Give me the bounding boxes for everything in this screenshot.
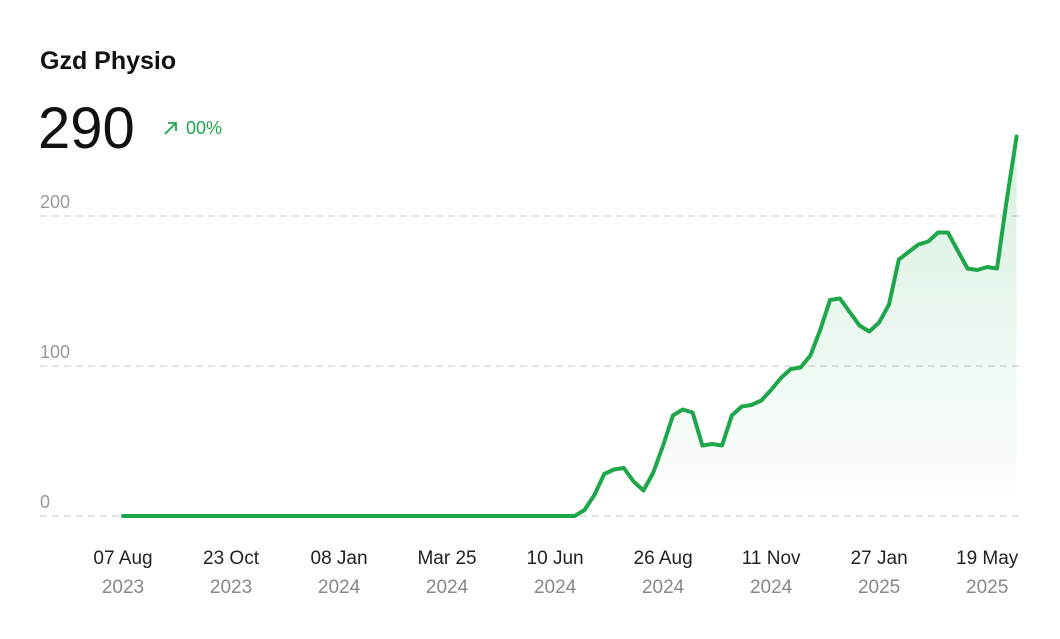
- x-tick-year: 2024: [318, 577, 361, 598]
- trend-arrow: [164, 122, 177, 135]
- title: Gzd Physio: [40, 47, 176, 75]
- x-tick-year: 2024: [426, 577, 469, 598]
- x-tick-label: 26 Aug: [634, 548, 693, 569]
- y-tick-label: 200: [40, 192, 70, 212]
- x-tick-year: 2024: [750, 577, 793, 598]
- x-tick-year: 2023: [210, 577, 252, 598]
- y-tick-label: 0: [40, 492, 50, 512]
- x-tick-label: 10 Jun: [527, 548, 584, 569]
- x-tick-year: 2024: [534, 577, 577, 598]
- x-tick-year: 2025: [966, 577, 1008, 598]
- x-tick-label: 11 Nov: [742, 548, 801, 569]
- x-tick-label: 07 Aug: [93, 548, 152, 569]
- x-tick-year: 2023: [102, 577, 144, 598]
- x-tick-year: 2025: [858, 577, 900, 598]
- area: [123, 136, 1017, 516]
- x-tick-label: 27 Jan: [851, 548, 908, 569]
- x-tick-year: 2024: [642, 577, 685, 598]
- y-tick-label: 100: [40, 342, 70, 362]
- big-value: 290: [38, 96, 135, 161]
- change: 00%: [186, 118, 222, 138]
- x-tick-label: 08 Jan: [311, 548, 368, 569]
- line: [121, 134, 1019, 518]
- x-tick-label: 19 May: [956, 548, 1019, 569]
- x-tick-label: 23 Oct: [203, 548, 260, 569]
- x-tick-label: Mar 25: [417, 548, 476, 569]
